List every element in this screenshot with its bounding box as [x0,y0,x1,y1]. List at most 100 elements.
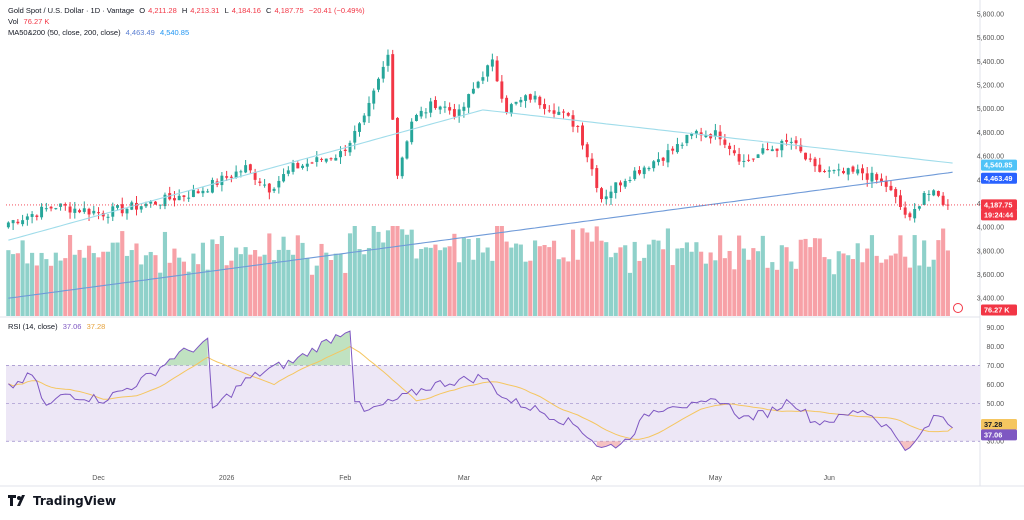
candle [44,202,48,212]
candle [429,97,433,118]
candle [334,154,338,161]
candle-body [92,210,96,214]
candle [661,156,665,166]
candle-body [73,208,77,213]
time-tick-label: Jun [824,475,835,482]
candle [704,130,708,138]
price-tick-label: 4,600.00 [977,154,1004,161]
candle-body [372,90,376,104]
candle [870,166,874,188]
candle-body [737,154,741,162]
candle-body [846,168,850,175]
candle [87,207,91,221]
candle [528,93,532,103]
tradingview-brand[interactable]: TradingView [8,494,116,508]
ma50-price-tag-text: 4,463.49 [984,174,1012,183]
candle-body [619,182,622,186]
candle-body [751,158,755,160]
volume-bar [860,262,865,316]
candle-body [694,130,698,134]
volume-bar [319,243,324,316]
volume-bar [120,231,125,316]
candle [633,167,637,181]
candle [832,169,836,174]
candle-body [414,115,418,122]
candle [486,64,490,82]
candle [282,168,286,183]
volume-bar [63,258,68,316]
volume-bar [461,237,466,316]
candle [614,182,618,199]
volume-bar [286,249,291,316]
candle-body [922,193,926,206]
volume-bar [30,252,35,316]
candle-body [78,210,82,213]
volume-bar [760,235,765,316]
candle [296,161,300,169]
symbol-legend[interactable]: Gold Spot / U.S. Dollar · 1D · Vantage O… [8,6,368,16]
candle-body [547,110,551,112]
candle [201,187,205,197]
candle-body [6,222,10,228]
candle [628,176,632,183]
volume-bar [708,252,713,316]
candle-body [609,191,613,199]
volume-bar [874,255,879,316]
candle [666,143,670,168]
candle-body [524,95,528,101]
candle [642,165,646,179]
candle-body [490,59,494,67]
rsi-tag-bg [981,429,1017,441]
candle-body [30,214,34,217]
ma200-line [8,171,953,299]
volume-bar [912,235,917,316]
candle-body [557,111,561,115]
volume-legend[interactable]: Vol 76.27 K [8,17,52,27]
candle [172,191,176,207]
candle [842,167,845,175]
candle [30,211,34,224]
candle [547,105,551,113]
candle-body [320,158,324,160]
volume-bar [741,248,746,316]
volume-bar [746,259,751,316]
candle [315,151,319,167]
volume-bar [903,256,908,316]
open-label: O [139,6,146,15]
rsi-tick-label: 60.00 [986,382,1004,389]
candle-body [865,173,869,180]
volume-bar [385,230,391,316]
volume-bar [789,261,794,316]
candle-body [685,134,689,144]
candle [225,170,229,182]
volume-bar [547,247,552,316]
candle [898,189,902,210]
candle-body [11,220,15,224]
ma200-price-tag-bg [981,159,1017,171]
candle-body [324,158,328,162]
volume-bar [514,243,519,316]
candle-body [509,104,513,114]
volume-bar [556,259,561,316]
candle [941,192,945,207]
candle-body [429,101,433,113]
volume-bar [328,260,334,316]
volume-bar [850,259,856,316]
candle [73,201,77,219]
candle-body [177,195,181,201]
candle-body [732,150,736,154]
candle [742,154,746,168]
last-price-tag-bg [981,199,1017,211]
candle-body [856,169,860,174]
candle-body [661,157,665,161]
candle-body [486,65,490,77]
rsi-legend[interactable]: RSI (14, close) 37.06 37.28 [8,322,108,332]
ma-legend[interactable]: MA50&200 (50, close, 200, close) 4,463.4… [8,28,192,38]
open-value: 4,211.28 [148,6,177,15]
candle-body [875,174,879,180]
candle [903,201,907,219]
volume-bar [215,244,220,316]
candle-body [832,170,836,172]
candle [732,144,736,156]
